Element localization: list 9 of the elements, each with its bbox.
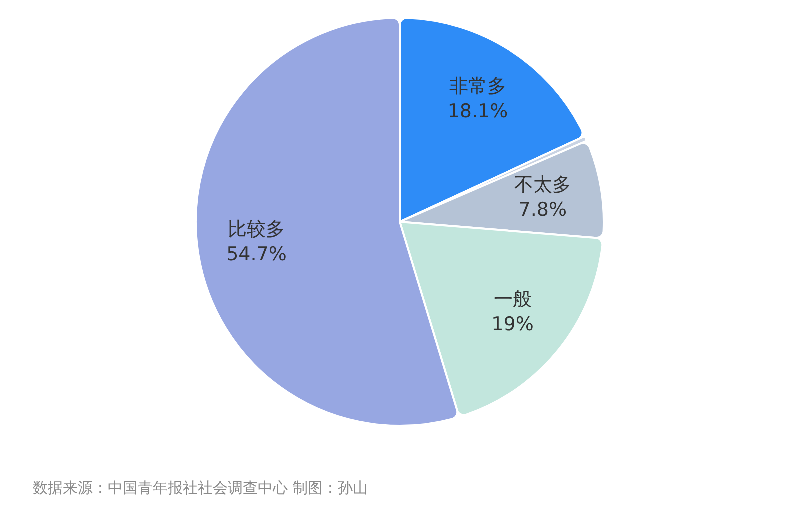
source-note: 数据来源：中国青年报社社会调查中心 制图：孙山 [33,478,368,497]
slice-label: 非常多 [449,75,506,98]
data-label: 19% [492,313,534,336]
data-label: 7.8% [518,198,568,221]
slice-label: 不太多 [514,174,572,196]
data-label: 18.1% [448,100,508,122]
data-label: 54.7% [226,244,287,266]
slice-label: 一般 [494,288,532,310]
slice-label: 比较多 [228,218,286,241]
